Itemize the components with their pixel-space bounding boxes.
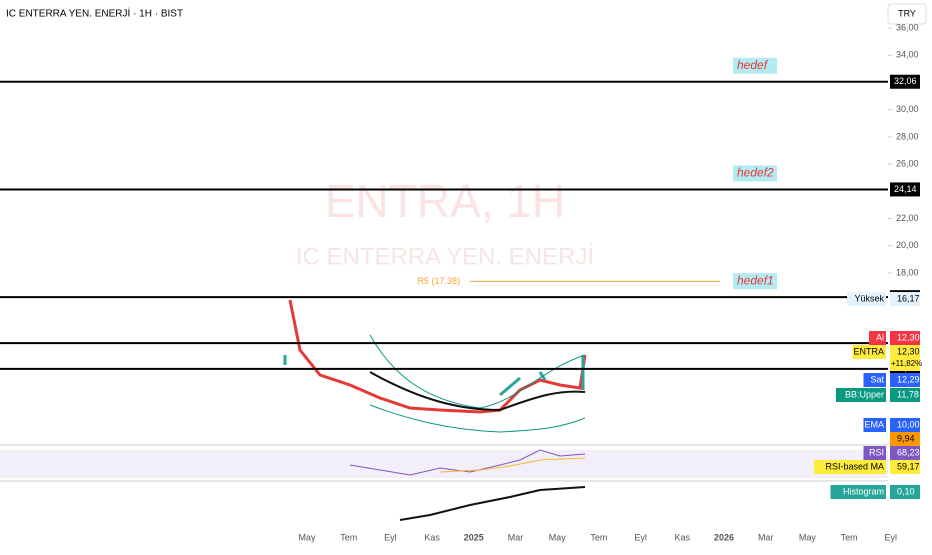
tag-name: Histogram [843, 486, 884, 496]
time-label: 2026 [714, 532, 734, 542]
note: hedef2 [737, 166, 774, 180]
price-candles [288, 299, 587, 414]
time-label: Tem [340, 532, 357, 542]
rsi-line [349, 449, 586, 476]
tag-name-bg [847, 292, 886, 306]
symbol-title: IC ENTERRA YEN. ENERJİ · 1H · BIST [6, 7, 183, 20]
tag-bg [890, 432, 920, 446]
time-label: Eyl [384, 532, 397, 542]
level-tag: 32,06 [894, 76, 917, 86]
price-tick-label: 34,00 [896, 50, 919, 60]
watermark-name: IC ENTERRA YEN. ENERJİ [296, 243, 594, 270]
tag-value: 9,94 [897, 433, 915, 443]
time-label: May [799, 532, 817, 542]
tag-bg [890, 485, 920, 499]
tag-value: 11,78 [897, 389, 919, 399]
level-tag-bg [890, 74, 920, 89]
tag-change: +11,82% [891, 359, 922, 368]
time-label: Eyl [634, 532, 647, 542]
macd-line [399, 486, 586, 521]
level-tag: 24,14 [894, 184, 917, 194]
time-label: Kas [675, 532, 691, 542]
tag-value: 0,10 [897, 486, 915, 496]
tag-name: EMA [864, 419, 884, 429]
tag-bg [890, 373, 920, 387]
tag-bg [890, 460, 920, 474]
tag-name-bg [830, 485, 886, 499]
ema [369, 371, 586, 412]
price-tick-label: 20,00 [896, 240, 919, 250]
tag-value: 12,30 [897, 346, 920, 356]
tag-bg [890, 331, 920, 345]
tag-name: BB:Upper [845, 389, 884, 399]
tag-value: 12,30 [897, 332, 920, 342]
watermark-symbol: ENTRA, 1H [325, 175, 565, 227]
time-label: Eyl [885, 532, 898, 542]
tag-name-bg [863, 418, 886, 432]
tag-value: 12,29 [897, 374, 920, 384]
time-label: 2025 [464, 532, 484, 542]
price-tick-label: 30,00 [896, 104, 919, 114]
rsi-ma [439, 457, 586, 473]
note: hedef1 [737, 273, 774, 287]
price-tick-label: 22,00 [896, 213, 919, 223]
time-label: Tem [841, 532, 858, 542]
tag-name-bg [863, 446, 886, 460]
tag-name: RSI [869, 447, 884, 457]
note-bg [733, 57, 777, 74]
price-tick-label: 36,00 [896, 23, 919, 33]
tag-value: 68,23 [897, 447, 920, 457]
tag-name: Al [876, 332, 884, 342]
time-label: May [298, 532, 316, 542]
tag-bg [890, 446, 920, 460]
time-label: Mar [758, 532, 774, 542]
price-tick-label: 18,00 [896, 267, 919, 277]
level-tag-bg [890, 182, 920, 197]
note-bg [733, 165, 777, 182]
tag-name-bg [852, 345, 886, 359]
bb-lower [369, 404, 586, 433]
note: hedef [737, 58, 769, 72]
tag-name: Yüksek [854, 293, 884, 303]
tag-value: 59,17 [897, 461, 920, 471]
time-label: Kas [424, 532, 440, 542]
tag-name: Sat [870, 374, 884, 384]
tag-name: ENTRA [853, 346, 884, 356]
tag-name-bg [863, 373, 886, 387]
tag-bg [890, 418, 920, 432]
price-candles-up [283, 355, 585, 397]
rsi-band [0, 450, 888, 478]
time-label: May [549, 532, 567, 542]
tag-bg [890, 292, 920, 306]
bb-upper [369, 334, 586, 409]
time-label: Mar [508, 532, 524, 542]
fib-label: R5 (17.38) [417, 276, 460, 286]
tag-name-bg [869, 331, 886, 345]
tag-name-bg [836, 388, 886, 402]
tag-value: 10,00 [897, 419, 920, 429]
price-tick-label: 28,00 [896, 131, 919, 141]
tag-bg [890, 345, 920, 371]
currency: TRY [898, 8, 916, 18]
price-tick-label: 26,00 [896, 159, 919, 169]
tag-name-bg [814, 460, 886, 474]
time-label: Tem [590, 532, 607, 542]
currency-button[interactable] [887, 3, 927, 25]
note-bg [733, 273, 777, 290]
tag-value: 16,17 [897, 293, 920, 303]
tag-name: RSI-based MA [825, 461, 884, 471]
tag-bg [890, 388, 920, 402]
